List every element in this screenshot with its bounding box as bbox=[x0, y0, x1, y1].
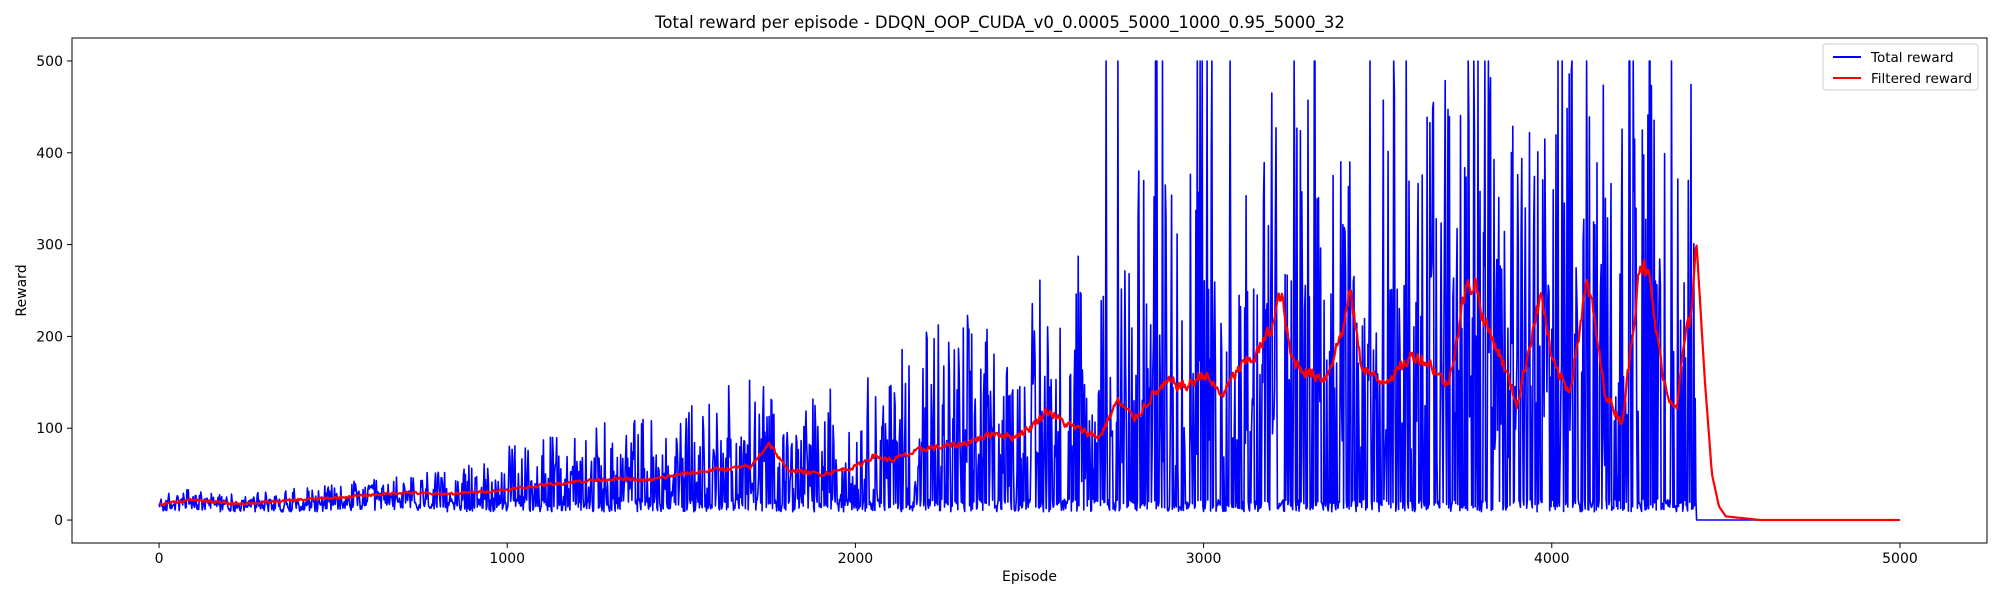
x-axis: 0 1000 2000 3000 4000 5000 bbox=[155, 543, 1918, 567]
legend: Total reward Filtered reward bbox=[1822, 43, 1979, 91]
y-axis-label: Reward bbox=[14, 264, 30, 316]
chart-title: Total reward per episode - DDQN_OOP_CUDA… bbox=[654, 13, 1345, 33]
plot-area bbox=[158, 60, 1901, 522]
y-tick-label: 300 bbox=[36, 238, 63, 254]
y-tick-label: 400 bbox=[36, 146, 63, 162]
legend-label: Filtered reward bbox=[1871, 71, 1972, 87]
y-tick-label: 100 bbox=[36, 421, 63, 437]
y-axis: 0 100 200 300 400 500 bbox=[36, 54, 72, 529]
x-tick-label: 0 bbox=[155, 551, 164, 567]
y-tick-label: 200 bbox=[36, 329, 63, 345]
x-tick-label: 4000 bbox=[1534, 551, 1570, 567]
x-tick-label: 5000 bbox=[1882, 551, 1918, 567]
legend-box bbox=[1822, 43, 1979, 91]
x-tick-label: 2000 bbox=[838, 551, 874, 567]
y-tick-label: 500 bbox=[36, 54, 63, 70]
x-tick-label: 3000 bbox=[1186, 551, 1222, 567]
total-reward-line bbox=[158, 60, 1901, 521]
filtered-reward-line bbox=[158, 244, 1900, 522]
x-tick-label: 1000 bbox=[489, 551, 525, 567]
y-tick-label: 0 bbox=[54, 513, 63, 529]
axes-frame bbox=[71, 37, 1988, 544]
x-axis-label: Episode bbox=[1002, 569, 1057, 585]
legend-label: Total reward bbox=[1870, 50, 1954, 66]
